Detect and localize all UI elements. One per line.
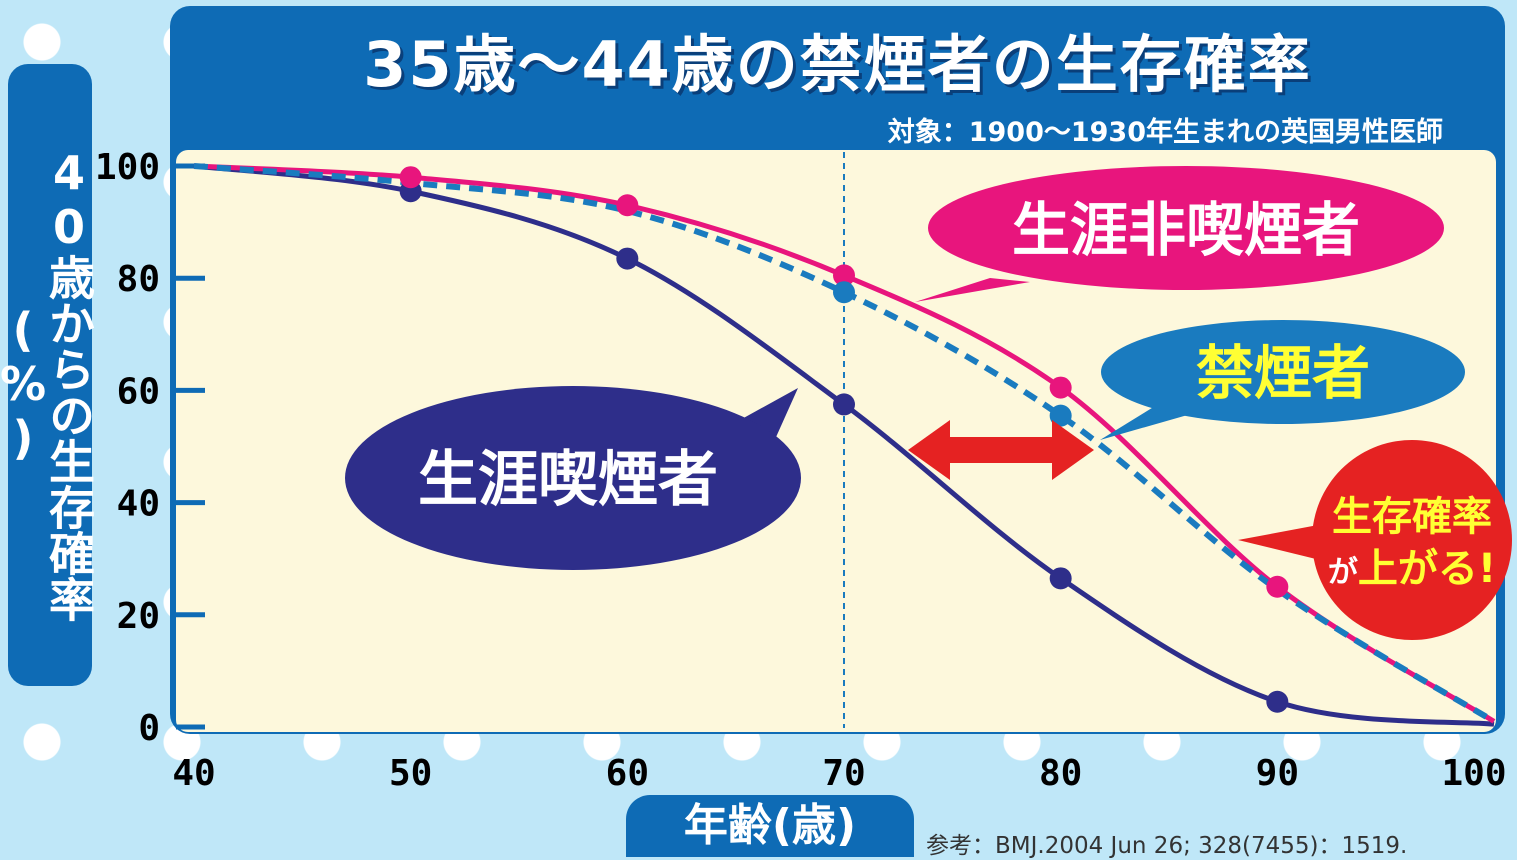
- plot-area: [176, 150, 1496, 732]
- x-tick-label: 90: [1256, 753, 1299, 794]
- survival-up-line2: が上がる!: [1328, 546, 1496, 592]
- x-tick-label: 70: [822, 753, 865, 794]
- never-smoker-callout: [928, 166, 1444, 290]
- reference-citation: 参考：BMJ.2004 Jun 26; 328(7455)：1519.: [926, 833, 1408, 859]
- never-smoker-point: [1266, 575, 1289, 598]
- x-tick-label: 40: [172, 753, 215, 794]
- ex-smoker-callout: [1101, 320, 1465, 424]
- smoker-callout-tail: [740, 388, 798, 455]
- survival-up-callout: [1312, 440, 1512, 640]
- x-tick-label: 60: [606, 753, 649, 794]
- smoker-point: [833, 393, 855, 416]
- never-smoker-point: [399, 166, 422, 189]
- ex-smoker-point: [833, 281, 855, 304]
- never-smoker-point: [616, 194, 639, 217]
- never-smoker-callout-tail: [915, 278, 1030, 302]
- survival-up-line1: 生存確率: [1332, 494, 1492, 540]
- double-arrow: [908, 420, 1094, 480]
- y-axis-label: 40歳からの生存確率(%): [0, 146, 96, 622]
- chart-title: 35歳〜44歳の禁煙者の生存確率: [363, 28, 1312, 101]
- y-axis-label-box: 40歳からの生存確率(%): [0, 64, 96, 686]
- x-tick-label: 50: [389, 753, 432, 794]
- y-tick-label: 20: [117, 596, 160, 637]
- y-tick-label: 40: [117, 484, 160, 525]
- never-smoker-point: [833, 264, 855, 287]
- x-axis-label: 年齢(歳): [626, 795, 914, 857]
- survival-up-callout-tail: [1238, 525, 1320, 560]
- y-tick-label: 60: [117, 371, 160, 412]
- smoker-point: [616, 247, 639, 270]
- smoker-point: [1266, 690, 1289, 713]
- smoker-callout-label: 生涯喫煙者: [418, 445, 718, 515]
- y-tick-label: 0: [138, 708, 160, 749]
- never-smoker-callout-label: 生涯非喫煙者: [1012, 196, 1360, 264]
- never-smoker-point: [1049, 376, 1072, 399]
- y-tick-label: 80: [117, 259, 160, 300]
- x-tick-label: 80: [1039, 753, 1082, 794]
- ex-smoker-callout-label: 禁煙者: [1196, 339, 1370, 407]
- x-tick-label: 100: [1441, 753, 1506, 794]
- smoker-callout: [345, 386, 801, 570]
- chart-subtitle: 対象：1900〜1930年生まれの英国男性医師: [887, 117, 1443, 148]
- smoker-point: [1049, 567, 1072, 590]
- y-tick-label: 100: [95, 147, 160, 188]
- ex-smoker-point: [1049, 404, 1072, 427]
